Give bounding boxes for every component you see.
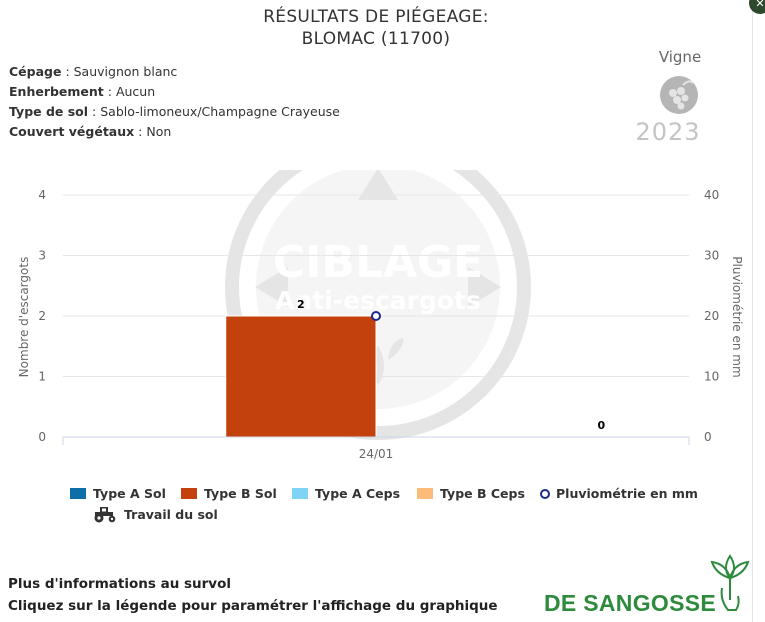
- watermark-line1: CIBLAGE: [273, 237, 483, 288]
- y-right-ticks: 0 10 20 30 40: [704, 188, 719, 444]
- data-label: 0: [598, 419, 606, 432]
- plot-info: Cépage : Sauvignon blanc Enherbement : A…: [9, 62, 340, 142]
- grape-icon: [660, 76, 698, 114]
- brand-logo-icon: [710, 554, 750, 611]
- brand-name: DE SANGOSSE: [544, 590, 717, 616]
- frame-edge: [752, 0, 753, 622]
- year: 2023: [635, 118, 701, 146]
- chart-title: RÉSULTATS DE PIÉGEAGE: BLOMAC (11700): [0, 6, 752, 50]
- rain-points: [371, 311, 381, 321]
- info-enherbement: Enherbement : Aucun: [9, 84, 156, 99]
- y-right-label: Pluviométrie en mm: [730, 256, 744, 377]
- y-left-label: Nombre d'escargots: [17, 257, 31, 378]
- footer-line-2: Cliquez sur la légende pour paramétrer l…: [8, 598, 498, 614]
- title-line-2: BLOMAC (11700): [301, 29, 451, 49]
- y-left-tick-label: 0: [38, 430, 46, 444]
- y-right-tick-label: 30: [704, 249, 719, 263]
- data-labels: 20: [297, 298, 605, 432]
- rain-point: [371, 311, 381, 321]
- info-couvert: Couvert végétaux : Non: [9, 124, 172, 139]
- watermark-line2: Anti-escargots: [275, 286, 481, 315]
- data-label: 2: [297, 298, 305, 311]
- legend-item-pluviometrie[interactable]: Pluviométrie en mm: [540, 486, 698, 501]
- legend-item-type-b-sol[interactable]: Type B Sol: [181, 486, 277, 501]
- crop-name: Vigne: [658, 48, 702, 66]
- y-right-tick-label: 40: [704, 188, 719, 202]
- bar-type-b-sol: [225, 315, 377, 438]
- info-sol: Type de sol : Sablo-limoneux/Champagne C…: [9, 104, 340, 119]
- legend-marker: [540, 488, 550, 499]
- y-left-tick-label: 4: [38, 188, 46, 202]
- legend-item-type-a-ceps[interactable]: Type A Ceps: [292, 486, 400, 501]
- y-left-tick-label: 3: [38, 249, 46, 263]
- y-left-tick-label: 2: [38, 309, 46, 323]
- y-left-ticks: 0 1 2 3 4: [38, 188, 46, 444]
- close-icon[interactable]: ✕: [749, 0, 765, 14]
- legend-swatch: [292, 488, 308, 499]
- y-right-tick-label: 10: [704, 370, 719, 384]
- y-right-tick-label: 20: [704, 309, 719, 323]
- footer: Plus d'informations au survol Cliquez su…: [8, 573, 498, 617]
- legend-swatch: [181, 488, 197, 499]
- footer-line-1: Plus d'informations au survol: [8, 576, 232, 592]
- y-left-tick-label: 1: [38, 370, 46, 384]
- legend-swatch: [417, 488, 433, 499]
- x-tick-label: 24/01: [359, 447, 394, 461]
- bars: [225, 315, 377, 438]
- legend-item-travail-du-sol[interactable]: Travail du sol: [92, 505, 218, 523]
- legend-item-type-a-sol[interactable]: Type A Sol: [70, 486, 166, 501]
- legend-swatch: [70, 488, 86, 499]
- y-right-tick-label: 0: [704, 430, 712, 444]
- x-ticks: 24/01: [62, 437, 690, 461]
- tractor-icon: [94, 507, 116, 523]
- title-line-1: RÉSULTATS DE PIÉGEAGE:: [263, 7, 489, 27]
- legend-item-type-b-ceps[interactable]: Type B Ceps: [417, 486, 525, 501]
- info-cepage: Cépage : Sauvignon blanc: [9, 64, 178, 79]
